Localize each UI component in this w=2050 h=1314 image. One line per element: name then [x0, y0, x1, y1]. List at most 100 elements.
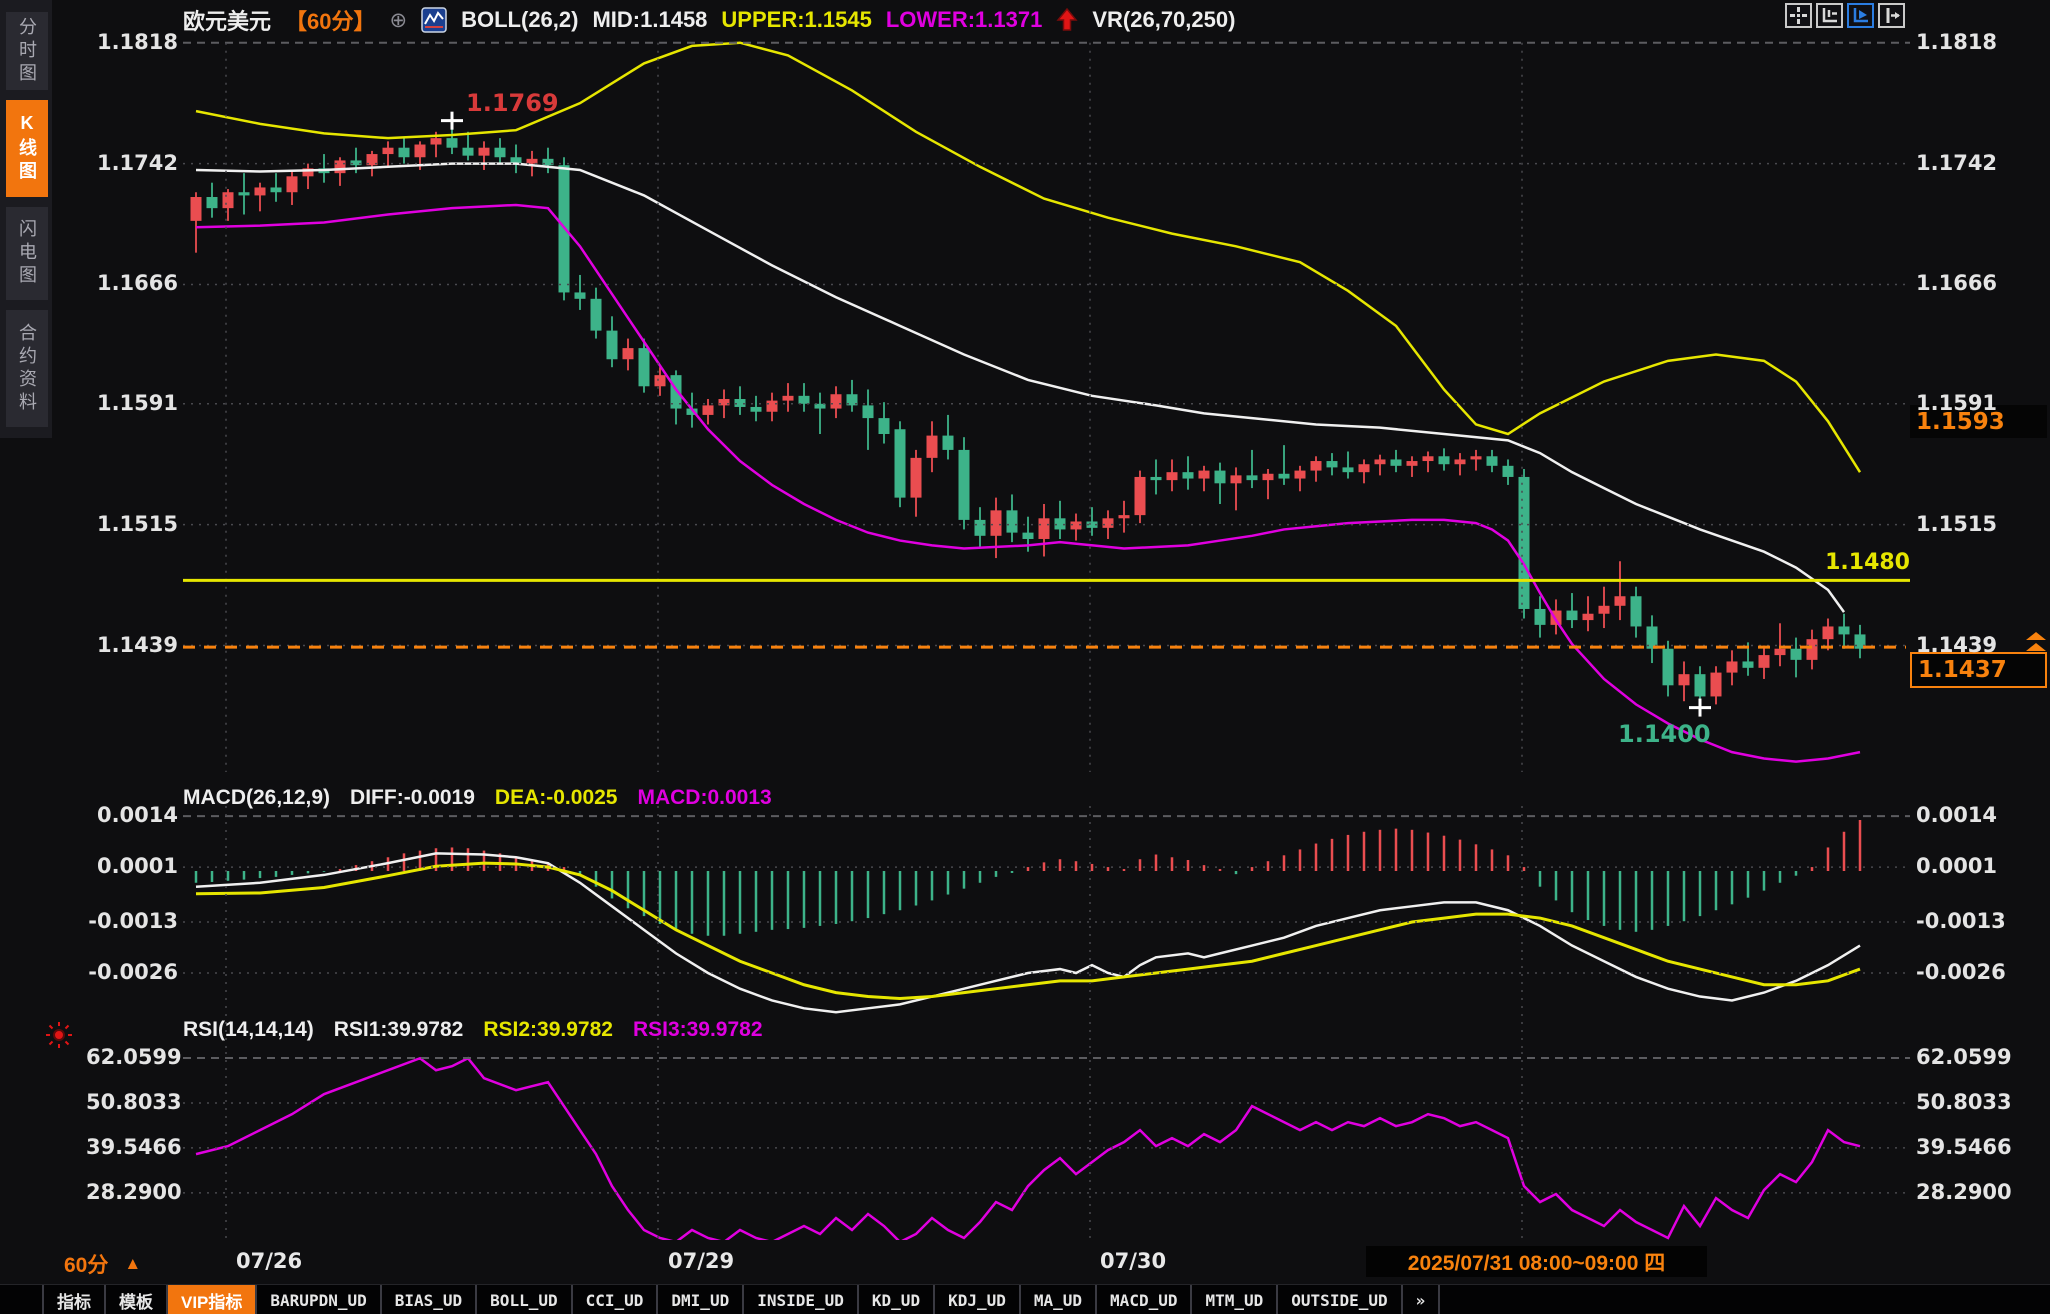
macd-title: MACD(26,12,9) — [183, 786, 331, 809]
axis-autoscale-tool-button[interactable] — [1847, 3, 1874, 28]
candle-body — [1662, 648, 1674, 686]
indicator-tab-cci-ud[interactable]: CCI_UD — [573, 1285, 659, 1314]
indicator-tab-kd-ud[interactable]: KD_UD — [859, 1285, 936, 1314]
boll-mid-value: MID:1.1458 — [592, 7, 708, 32]
indicator-tab-inside-ud[interactable]: INSIDE_UD — [744, 1285, 859, 1314]
sidebar-item-lightning[interactable]: 闪电图 — [6, 207, 48, 300]
axis-tick-label: 1.1591 — [1916, 390, 1998, 415]
candle-body — [910, 457, 922, 498]
tabbar-spacer — [0, 1285, 44, 1314]
candle-body — [1182, 472, 1194, 479]
indicator-tab--[interactable]: » — [1403, 1285, 1441, 1314]
candle-body — [222, 192, 234, 209]
line-series — [195, 861, 1861, 1001]
candle-body — [1838, 626, 1850, 635]
chart-toolbar — [1785, 3, 1905, 28]
axis-shift-tool-button[interactable] — [1878, 3, 1905, 28]
candle-body — [1390, 459, 1402, 466]
indicator-tab--[interactable]: 指标 — [44, 1285, 106, 1314]
axis-tick-label: 1.1742 — [1916, 150, 1998, 175]
candle-body — [1406, 461, 1418, 466]
indicator-tab-kdj-ud[interactable]: KDJ_UD — [935, 1285, 1021, 1314]
axis-tick-label: 28.2900 — [86, 1179, 182, 1204]
indicator-tabbar: 指标 模板 VIP指标 BARUPDN_UD BIAS_UD BOLL_UD CCI_UD D… — [0, 1284, 2050, 1314]
axis-tick-label: 62.0599 — [86, 1044, 182, 1069]
indicator-tab-barupdn-ud[interactable]: BARUPDN_UD — [257, 1285, 382, 1314]
candle-body — [1518, 476, 1530, 609]
macd-dea-value: DEA:-0.0025 — [494, 786, 618, 809]
candle-body — [1358, 464, 1370, 473]
axis-autoscale-icon — [1853, 8, 1868, 23]
indicator-tab--[interactable]: 模板 — [106, 1285, 168, 1314]
candle-body — [1150, 476, 1162, 481]
move-crosshair-tool-button[interactable] — [1785, 3, 1812, 28]
candle-body — [638, 348, 650, 387]
candle-body — [462, 147, 474, 156]
axis-compress-tool-button[interactable] — [1816, 3, 1843, 28]
candle-body — [846, 394, 858, 406]
axis-tick-label: 39.5466 — [86, 1134, 182, 1159]
axis-tick-label: 0.0014 — [1916, 803, 1998, 828]
alarm-icon[interactable] — [44, 1020, 74, 1050]
indicator-tab-macd-ud[interactable]: MACD_UD — [1097, 1285, 1193, 1314]
timeframe-selector[interactable]: 60分 ▲ — [64, 1249, 141, 1279]
candle-body — [1006, 510, 1018, 533]
candle-body — [1614, 596, 1626, 606]
candle-body — [494, 147, 506, 158]
axis-tick-label: -0.0026 — [1916, 959, 2006, 984]
candle-body — [1022, 532, 1034, 539]
candle-body — [670, 375, 682, 409]
candle-body — [366, 154, 378, 166]
candle-body — [526, 158, 538, 164]
add-indicator-icon[interactable]: ⊕ — [389, 8, 408, 32]
indicator-tab-mtm-ud[interactable]: MTM_UD — [1192, 1285, 1279, 1314]
indicator-tab-bias-ud[interactable]: BIAS_UD — [382, 1285, 478, 1314]
axis-tick-label: -0.0013 — [1916, 908, 2006, 933]
candle-body — [1534, 608, 1546, 625]
axis-tick-label: 1.1666 — [1916, 271, 1998, 296]
axis-tick-label: 50.8033 — [1916, 1089, 2012, 1114]
candle-body — [1246, 475, 1258, 481]
rsi-pane — [195, 1056, 1861, 1240]
rsi1-value: RSI1:39.9782 — [333, 1018, 464, 1041]
candle-body — [590, 298, 602, 331]
candle-body — [1310, 461, 1322, 471]
sidebar-item-kline[interactable]: K线图 — [6, 100, 48, 197]
axis-tick-label: 1.1591 — [96, 390, 178, 415]
candle-body — [606, 330, 618, 360]
candle-body — [430, 138, 442, 145]
indicator-tab-ma-ud[interactable]: MA_UD — [1021, 1285, 1098, 1314]
axis-tick-label: 1.1742 — [96, 150, 178, 175]
candle-body — [238, 192, 250, 196]
candle-body — [1294, 470, 1306, 479]
candle-body — [206, 197, 218, 209]
candle-body — [750, 406, 762, 412]
axis-tick-label: 28.2900 — [1916, 1179, 2012, 1204]
macd-diff-value: DIFF:-0.0019 — [350, 786, 475, 809]
candle-body — [1470, 456, 1482, 460]
line-series — [195, 203, 1861, 763]
indicator-tab-outside-ud[interactable]: OUTSIDE_UD — [1278, 1285, 1403, 1314]
indicator-tab-dmi-ud[interactable]: DMI_UD — [658, 1285, 745, 1314]
candle-body — [862, 405, 874, 419]
sidebar-item-timeshare[interactable]: 分时图 — [6, 12, 48, 90]
sidebar-item-contract-info[interactable]: 合约资料 — [6, 310, 48, 427]
candle-body — [1726, 661, 1738, 673]
candle-body — [974, 519, 986, 536]
candle-body — [894, 429, 906, 498]
axis-tick-label: -0.0013 — [88, 908, 178, 933]
candle-body — [1710, 672, 1722, 697]
candle-body — [766, 400, 778, 412]
rsi-title: RSI(14,14,14) — [183, 1018, 314, 1041]
line-series — [195, 852, 1861, 1014]
indicator-tab-vip-[interactable]: VIP指标 — [168, 1285, 258, 1314]
chart-header: 欧元美元 【60分】 ⊕ BOLL(26,2) MID:1.1458 UPPER… — [183, 4, 1235, 36]
timeline-date-label: 07/30 — [1100, 1249, 1167, 1273]
period-label[interactable]: 【60分】 — [285, 9, 376, 34]
indicator-tab-boll-ud[interactable]: BOLL_UD — [477, 1285, 573, 1314]
current-candle-time: 2025/07/31 08:00~09:00 四 — [1366, 1246, 1707, 1277]
candle-body — [1054, 518, 1066, 530]
axis-tick-label: 0.0001 — [96, 854, 178, 879]
candle-body — [574, 292, 586, 299]
